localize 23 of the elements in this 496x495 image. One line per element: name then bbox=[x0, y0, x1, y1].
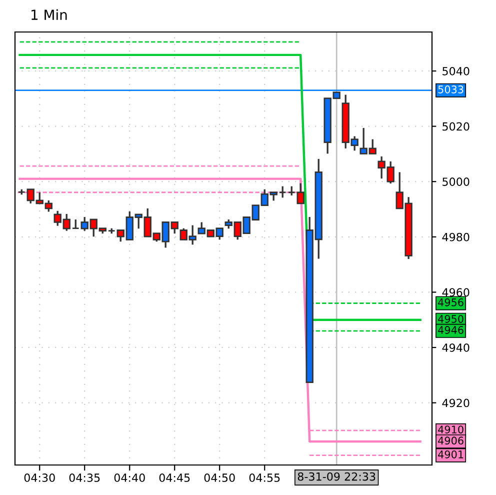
data-label: 4950 bbox=[438, 314, 464, 323]
x-tick-label: 04:40 bbox=[114, 474, 145, 482]
data-label: 4901 bbox=[438, 450, 464, 458]
data-label: 4946 bbox=[438, 326, 464, 334]
data-label: 4906 bbox=[438, 436, 464, 445]
data-label: 4956 bbox=[438, 298, 464, 306]
chart-title: 1 Min bbox=[32, 9, 67, 20]
data-label: 4910 bbox=[438, 426, 464, 434]
y-tick-label: 4960 bbox=[442, 288, 470, 297]
x-tick-label: 04:45 bbox=[159, 474, 190, 482]
x-tick-label: 04:55 bbox=[249, 474, 280, 482]
y-tick-label: 5040 bbox=[442, 66, 470, 76]
x-tick-label: 04:30 bbox=[24, 474, 55, 482]
y-tick-label: 5000 bbox=[442, 178, 470, 186]
y-tick-label: 4940 bbox=[442, 343, 470, 352]
y-tick-label: 5020 bbox=[442, 122, 470, 131]
y-tick-label: 4920 bbox=[442, 398, 470, 408]
text: 8-31-09 22:33 bbox=[298, 472, 376, 481]
x-tick-label: 04:35 bbox=[69, 474, 100, 482]
ref-line-label: 5033 bbox=[438, 85, 464, 94]
candlestick bbox=[278, 185, 286, 198]
x-tick-label: 04:50 bbox=[204, 474, 235, 482]
y-tick-label: 4980 bbox=[442, 232, 470, 242]
